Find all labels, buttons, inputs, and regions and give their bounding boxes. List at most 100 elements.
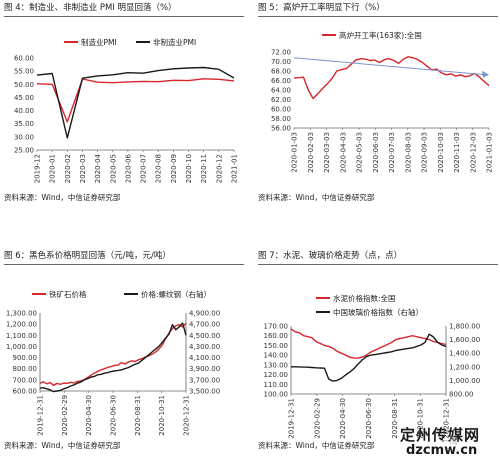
y2-tick-label: 4,100.00 <box>189 354 220 362</box>
y-tick-label: 25.00 <box>14 147 34 155</box>
x-tick-label: 2020-12-03 <box>469 132 477 173</box>
y-tick-label: 100.00 <box>264 391 289 399</box>
y-tick-label: 1,300.00 <box>6 310 37 318</box>
x-tick-label: 2020-12-31 <box>183 395 191 436</box>
y2-tick-label: 3,900.00 <box>189 365 220 373</box>
chart-panel-cement-glass: 图 7：水泥、玻璃价格走势（点，点） 100.00 110.00 120.00 130… <box>258 250 498 456</box>
chart-source: 资料来源：Wind，中信证券研究部 <box>4 193 121 202</box>
legend-label-2: 非制造业PMI <box>153 37 196 47</box>
x-tick-label: 2020-10-31 <box>158 395 166 436</box>
x-tick-label: 2020-03 <box>79 154 87 183</box>
x-tick-label: 2020-08-31 <box>391 398 399 439</box>
y-tick-label: 1,100.00 <box>6 332 37 340</box>
legend-label-1: 高炉开工率(163家):全国 <box>339 30 422 40</box>
y2-tick-label: 4,300.00 <box>189 343 220 351</box>
watermark-logo: 一淘 <box>440 437 459 447</box>
y-tick-label: 160.00 <box>264 332 289 340</box>
y-tick-label: 58.00 <box>271 115 291 123</box>
x-tick-label: 2020-03-03 <box>323 132 331 173</box>
x-tick-label: 2020-10-31 <box>417 398 425 439</box>
y-tick-label: 68.00 <box>271 68 291 76</box>
x-tick-label: 2020-09 <box>170 154 178 183</box>
x-tick-label: 2020-06-03 <box>372 132 380 173</box>
y-tick-label: 120.00 <box>264 371 289 379</box>
y2-tick-label: 4,500.00 <box>189 332 220 340</box>
x-tick-label: 2020-06-30 <box>110 395 118 436</box>
x-tick-label: 2020-08-03 <box>404 132 412 173</box>
y-tick-label: 1,000.00 <box>6 343 37 351</box>
chart-title: 图 4：制造业、非制造业 PMI 明显回落（%） <box>4 3 177 13</box>
series-line-2 <box>36 66 235 139</box>
y-tick-label: 900.00 <box>13 354 38 362</box>
ferrous-price-chart: 600.00 700.00 800.00 900.00 1,000.00 1,100.00… <box>6 289 220 436</box>
pmi-chart: 25.00 30.00 35.00 40.00 45.00 50.00 55.00 60.00… <box>14 37 239 183</box>
series-line-2 <box>39 322 187 393</box>
y2-tick-label: 1,600.00 <box>449 336 480 344</box>
x-tick-label: 2020-06-30 <box>365 398 373 439</box>
x-tick-label: 2019-12-31 <box>37 395 45 436</box>
y-tick-label: 60.00 <box>14 55 34 63</box>
chart-source: 资料来源：Wind，中信证券研究部 <box>4 441 121 450</box>
x-tick-label: 2020-02 <box>64 154 72 183</box>
chart-title: 图 5：高炉开工率明显下行（%） <box>258 3 385 13</box>
y2-tick-label: 4,700.00 <box>189 321 220 329</box>
x-tick-label: 2020-05-03 <box>356 132 364 173</box>
x-tick-label: 2020-02-29 <box>313 398 321 439</box>
chart-panel-ferrous: 图 6：黑色系价格明显回落（元/吨，元/吨） 600.00 700.00 800.0… <box>4 250 244 456</box>
x-tick-label: 2020-02-03 <box>307 132 315 173</box>
y2-tick-label: 1,000.00 <box>449 377 480 385</box>
y-tick-label: 600.00 <box>13 388 38 396</box>
x-tick-label: 2020-01 <box>49 154 57 183</box>
divider <box>4 16 244 17</box>
x-tick-label: 2019-12-31 <box>288 398 296 439</box>
y-tick-label: 110.00 <box>264 381 289 389</box>
x-tick-label: 2020-09-03 <box>421 132 429 173</box>
y2-tick-label: 800.00 <box>449 391 474 399</box>
chart-title: 图 6：黑色系价格明显回落（元/吨，元/吨） <box>4 251 171 261</box>
y-tick-label: 30.00 <box>14 133 34 141</box>
x-tick-label: 2019-12 <box>34 154 42 183</box>
watermark-url: dzcmw.cn <box>406 443 478 458</box>
divider <box>4 264 244 265</box>
legend-label-2: 价格:螺纹钢（右轴） <box>141 289 211 299</box>
y-tick-label: 130.00 <box>264 361 289 369</box>
y2-tick-label: 1,400.00 <box>449 350 480 358</box>
x-tick-label: 2020-12-31 <box>443 398 451 439</box>
x-tick-label: 2021-01 <box>231 154 239 183</box>
y-tick-label: 60.00 <box>271 106 291 114</box>
trend-arrow-line <box>293 57 486 76</box>
y-tick-label: 62.00 <box>271 96 291 104</box>
x-tick-label: 2020-11 <box>200 154 208 183</box>
x-tick-label: 2020-04-30 <box>85 395 93 436</box>
y-tick-label: 35.00 <box>14 120 34 128</box>
legend-label-1: 制造业PMI <box>81 37 117 47</box>
x-tick-label: 2020-06 <box>124 153 132 183</box>
x-tick-label: 2020-04-30 <box>339 398 347 439</box>
series-line-2 <box>291 333 447 382</box>
x-tick-label: 2020-07 <box>140 154 148 183</box>
x-tick-label: 2020-04-03 <box>339 132 347 173</box>
x-tick-label: 2020-10 <box>185 154 193 183</box>
y-tick-label: 66.00 <box>271 77 291 85</box>
site-watermark: 定州传媒网 一淘 dzcmw.cn <box>392 424 496 458</box>
x-tick-label: 2020-04 <box>94 153 102 183</box>
y-tick-label: 64.00 <box>271 87 291 95</box>
y2-tick-label: 1,800.00 <box>449 323 480 331</box>
y-tick-label: 70.00 <box>271 58 291 66</box>
x-tick-label: 2020-10-03 <box>437 132 445 173</box>
x-tick-label: 2020-08 <box>155 154 163 183</box>
chart-title: 图 7：水泥、玻璃价格走势（点，点） <box>258 251 403 261</box>
series-line-1 <box>36 78 235 123</box>
y-tick-label: 170.00 <box>264 323 289 331</box>
y-tick-label: 40.00 <box>14 107 34 115</box>
y-tick-label: 150.00 <box>264 342 289 350</box>
x-tick-label: 2020-07-03 <box>388 132 396 173</box>
chart-source: 资料来源：Wind，中信证券研究部 <box>258 441 375 450</box>
x-tick-label: 2020-08-31 <box>134 395 142 436</box>
y-tick-label: 140.00 <box>264 352 289 360</box>
y-tick-label: 55.00 <box>14 68 34 76</box>
x-tick-label: 2020-02-29 <box>61 395 69 436</box>
y-tick-label: 1,200.00 <box>6 321 37 329</box>
